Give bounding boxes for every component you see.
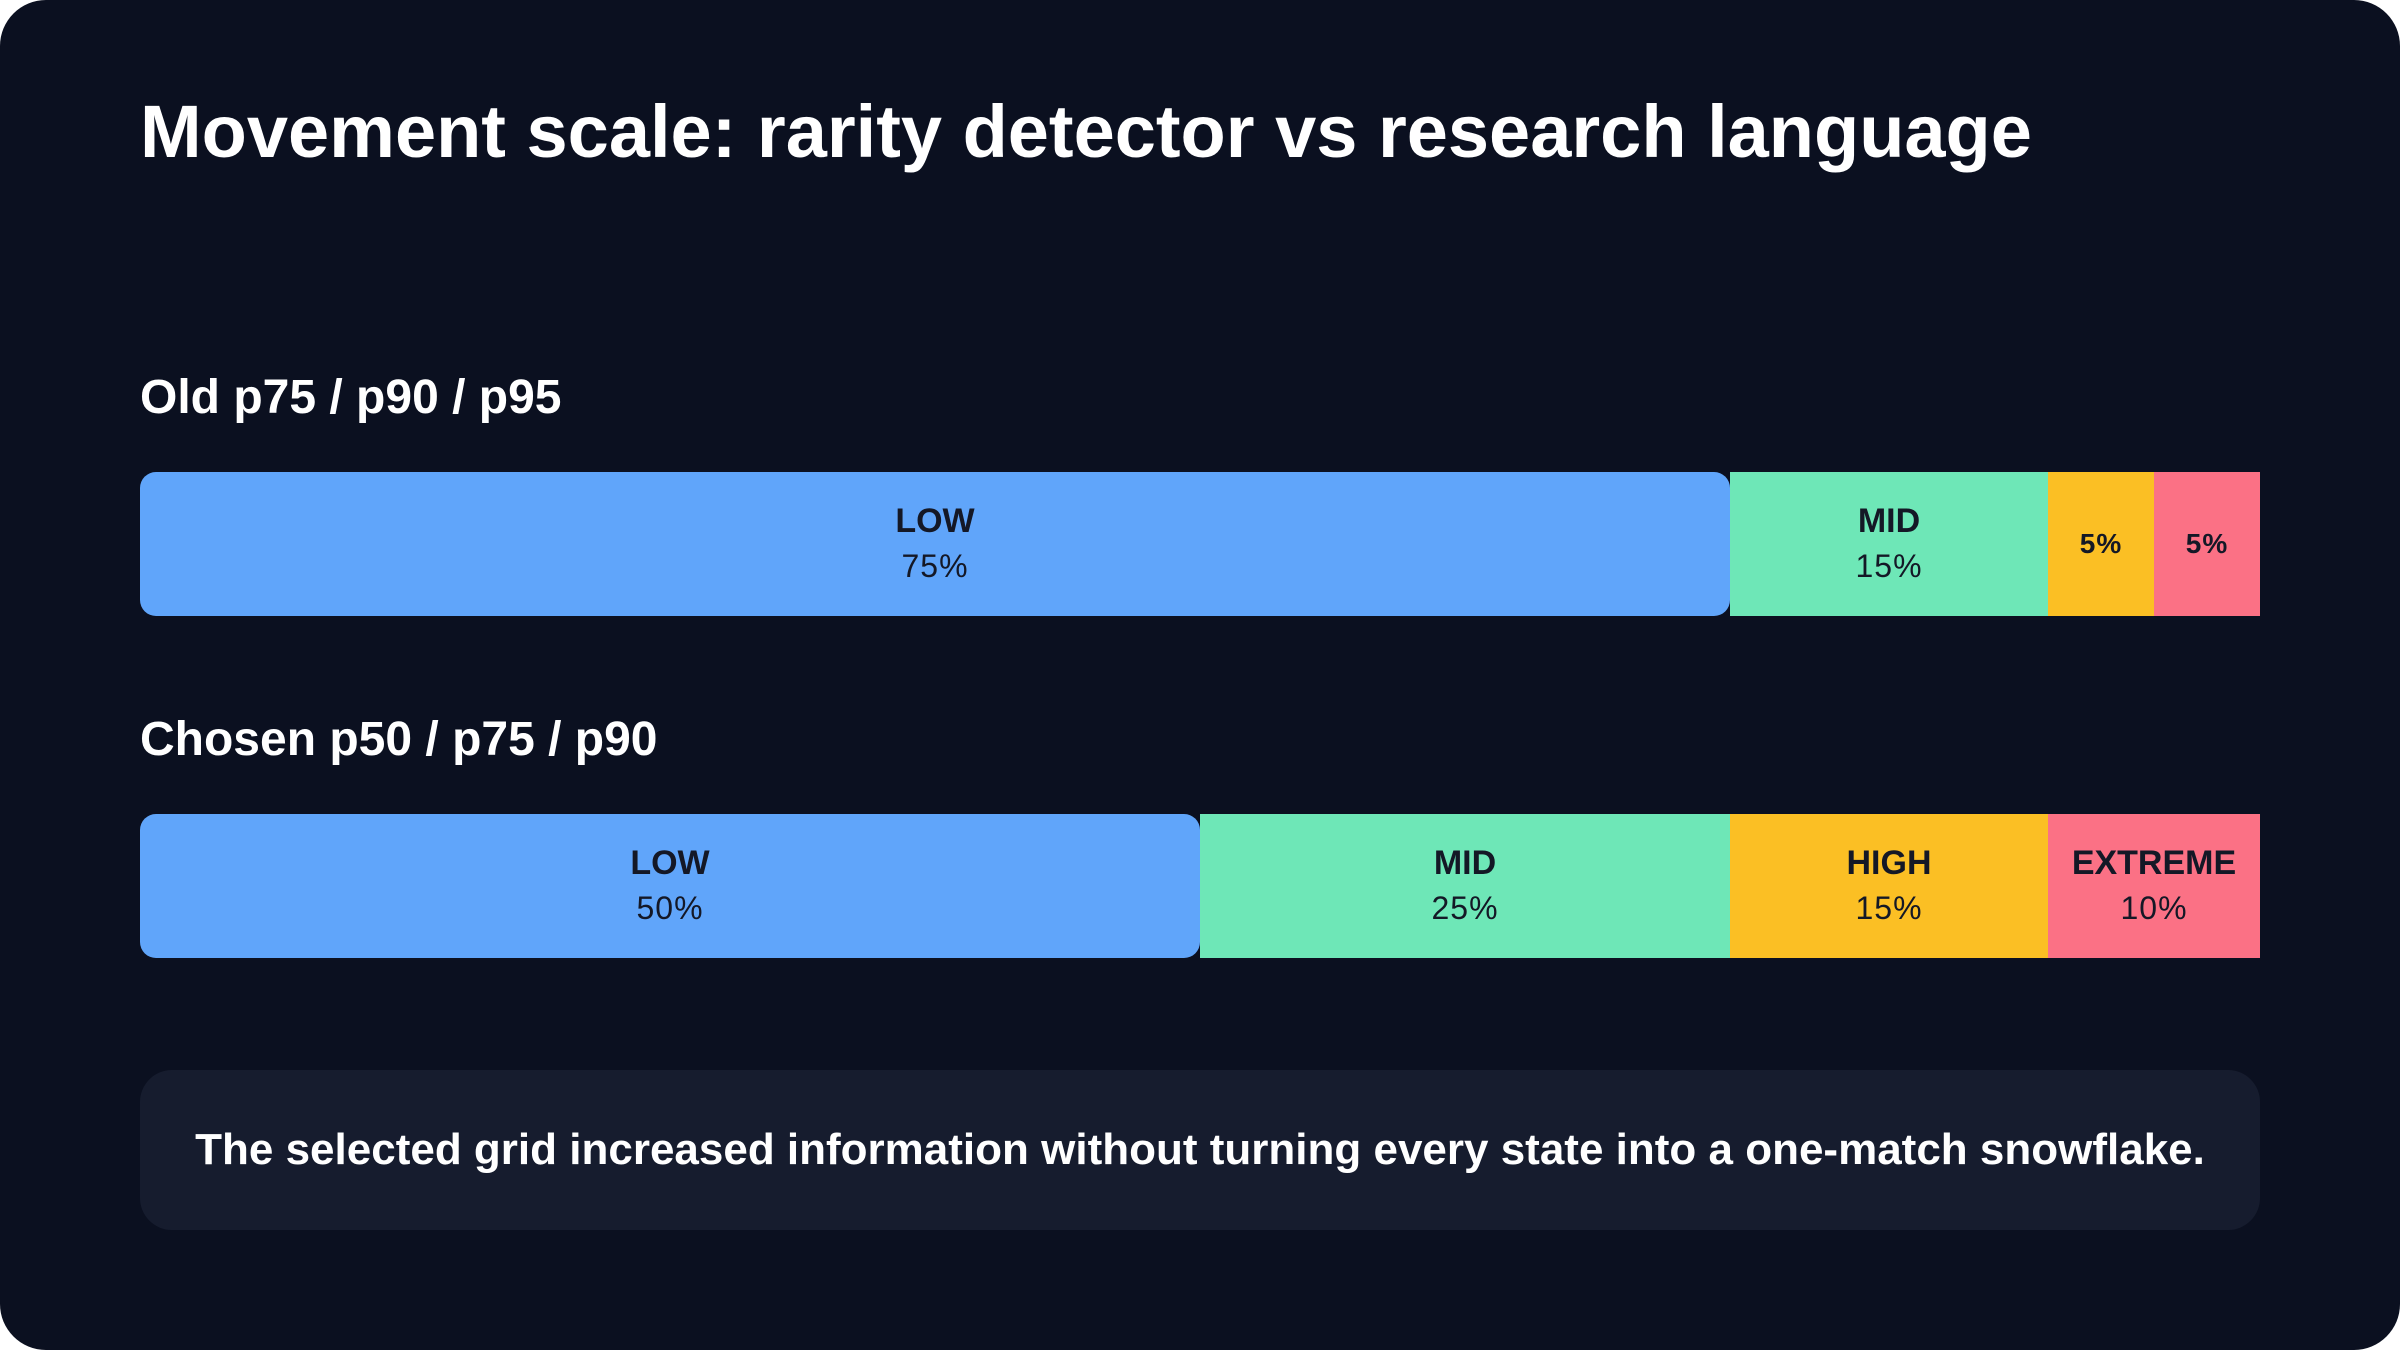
segment-label: MID (1857, 502, 1921, 540)
bar-segment-extreme: 5% (2154, 472, 2260, 616)
bar-label-old: Old p75 / p90 / p95 (140, 371, 562, 424)
segment-value-label: 50% (636, 890, 704, 926)
bar-segment-mid: MID 15% (1730, 472, 2048, 616)
bar-segment-low: LOW 50% (140, 814, 1200, 958)
takeaway-note: The selected grid increased information … (140, 1070, 2260, 1230)
chart-title: Movement scale: rarity detector vs resea… (140, 90, 2032, 173)
segment-value-label: 75% (901, 548, 969, 584)
segment-value-label: 5% (2185, 528, 2229, 559)
segment-label: MID (1433, 844, 1497, 882)
bar-segment-high: 5% (2048, 472, 2154, 616)
segment-value-label: 25% (1431, 890, 1499, 926)
segment-value-label: 5% (2079, 528, 2123, 559)
segment-label: EXTREME (2071, 844, 2237, 882)
segment-label: HIGH (1846, 844, 1932, 882)
segment-label: LOW (630, 844, 710, 882)
bar-segment-extreme: EXTREME 10% (2048, 814, 2260, 958)
segment-value-label: 10% (2120, 890, 2188, 926)
segment-value-label: 15% (1855, 890, 1923, 926)
bar-label-chosen: Chosen p50 / p75 / p90 (140, 713, 658, 766)
bar-segment-low: LOW 75% (140, 472, 1730, 616)
bar-segment-high: HIGH 15% (1730, 814, 2048, 958)
bar-segment-mid: MID 25% (1200, 814, 1730, 958)
segment-value-label: 15% (1855, 548, 1923, 584)
stacked-bar-old: LOW 75% MID 15% 5% 5% (140, 472, 2260, 616)
takeaway-text: The selected grid increased information … (195, 1125, 2205, 1174)
stacked-bar-chosen: LOW 50% MID 25% HIGH 15% EXTREME 10% (140, 814, 2260, 958)
segment-label: LOW (895, 502, 975, 540)
